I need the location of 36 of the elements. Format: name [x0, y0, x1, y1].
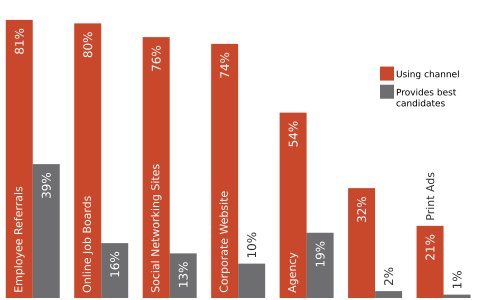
data-label: 10%: [247, 232, 256, 258]
data-label: 39%: [42, 172, 51, 198]
bar: [142, 37, 170, 298]
data-label: 13%: [178, 262, 188, 287]
bar: [348, 188, 376, 298]
legend-label: Provides best candidates: [396, 88, 456, 106]
bar: [306, 232, 334, 298]
data-label: 76%: [152, 46, 161, 71]
x-tick-label: Social Networking Sites: [150, 164, 162, 292]
bar: [416, 226, 444, 298]
bar: [280, 112, 307, 298]
data-label: 1%: [452, 271, 462, 288]
x-tick-label: Corporate Website: [219, 191, 230, 292]
data-label: 2%: [384, 268, 394, 286]
data-label: 19%: [316, 242, 325, 266]
bar: [32, 164, 60, 298]
data-label: 21%: [426, 234, 435, 260]
data-label: 81%: [14, 28, 24, 54]
legend-label: Using channel: [396, 70, 459, 80]
bar: [211, 44, 238, 298]
bar: [6, 20, 33, 298]
x-tick-label: Employee Referrals: [14, 186, 25, 292]
data-label: 32%: [357, 196, 366, 222]
bar: [444, 294, 471, 298]
bar: [170, 253, 197, 298]
bar: [101, 243, 128, 298]
data-label: 80%: [83, 32, 92, 58]
x-tick-label: Print Ads: [426, 172, 434, 220]
x-tick-label: Online Job Boards: [82, 196, 93, 292]
data-label: 74%: [220, 52, 230, 78]
bar: [238, 264, 266, 298]
x-tick-label: Agency: [288, 252, 298, 293]
data-label: 16%: [110, 252, 120, 277]
bar: [375, 291, 402, 298]
bar: [74, 23, 102, 298]
data-label: 54%: [288, 121, 298, 146]
